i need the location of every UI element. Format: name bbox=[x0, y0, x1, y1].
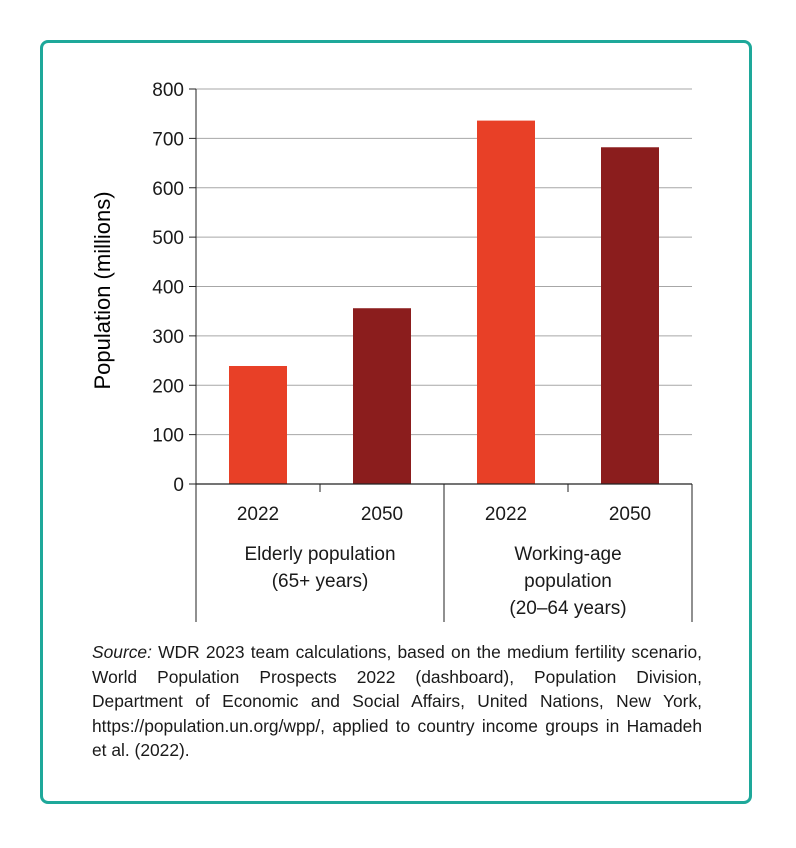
group-label: Working-age bbox=[514, 544, 621, 565]
source-note: Source: WDR 2023 team calculations, base… bbox=[92, 640, 702, 763]
y-tick-label: 100 bbox=[152, 426, 184, 447]
x-category-label: 2050 bbox=[609, 504, 651, 525]
y-tick-label: 0 bbox=[173, 475, 184, 496]
bar bbox=[477, 120, 535, 484]
source-label: Source: bbox=[92, 642, 152, 662]
group-label: Elderly population bbox=[244, 544, 395, 565]
y-tick-label: 300 bbox=[152, 327, 184, 348]
group-label: (65+ years) bbox=[272, 571, 369, 592]
group-label: (20–64 years) bbox=[509, 598, 626, 619]
bar bbox=[353, 308, 411, 484]
bar-chart: 0 100 200 300 400 500 600 700 800 Population (mil… bbox=[90, 80, 693, 622]
y-tick-label: 600 bbox=[152, 179, 184, 200]
x-category-label: 2022 bbox=[237, 504, 279, 525]
figure-frame bbox=[40, 40, 752, 804]
bar bbox=[601, 147, 659, 484]
x-category-label: 2050 bbox=[361, 504, 403, 525]
group-label: population bbox=[524, 571, 612, 592]
y-tick-label: 500 bbox=[152, 228, 184, 249]
x-category-label: 2022 bbox=[485, 504, 527, 525]
bar bbox=[229, 365, 287, 484]
y-tick-label: 700 bbox=[152, 129, 184, 150]
y-tick-label: 400 bbox=[152, 278, 184, 299]
source-text: WDR 2023 team calculations, based on the… bbox=[92, 642, 702, 760]
y-tick-label: 200 bbox=[152, 376, 184, 397]
y-axis-title: Population (millions) bbox=[90, 191, 115, 389]
y-tick-label: 800 bbox=[152, 80, 184, 101]
